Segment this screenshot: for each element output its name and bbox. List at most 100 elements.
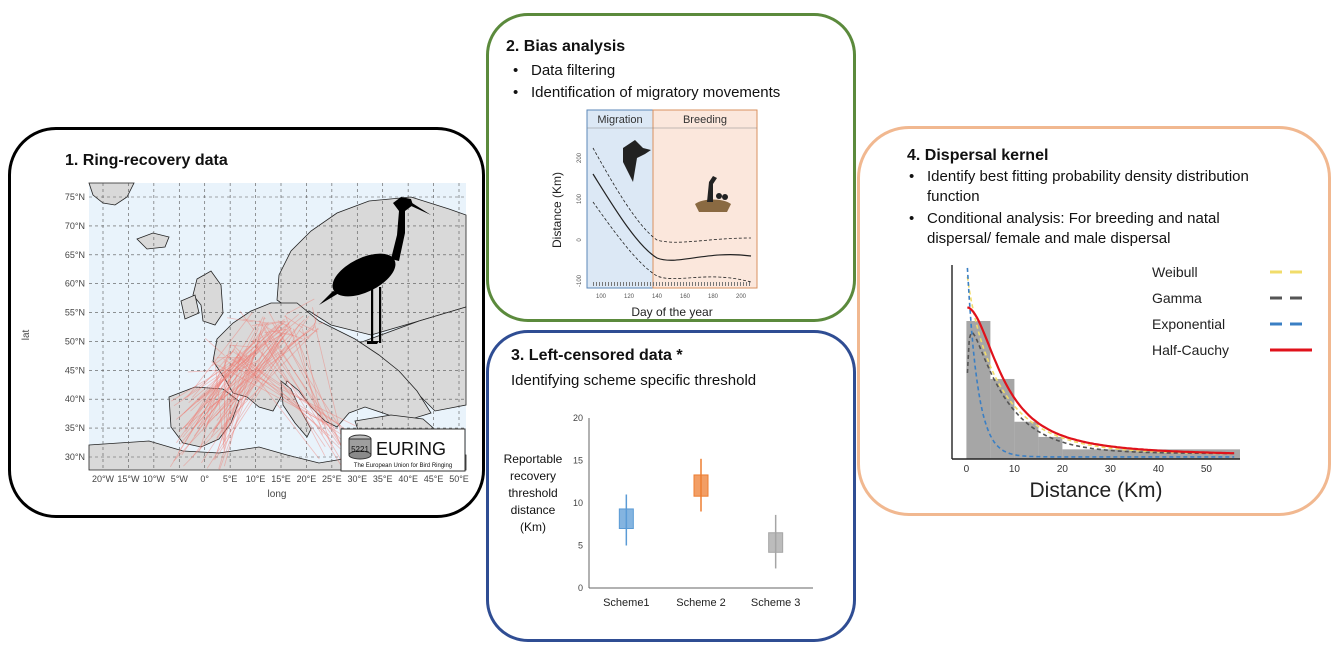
long-tick-label: 35°E	[373, 474, 393, 484]
recovery-track	[285, 315, 333, 449]
recovery-track	[267, 327, 278, 335]
lat-tick-labels: 75°N 70°N 65°N 60°N 55°N 50°N 45°N 40°N 35°N 30°N	[65, 192, 85, 462]
recovery-track	[210, 343, 262, 438]
recovery-track	[260, 351, 344, 443]
recovery-track	[205, 321, 269, 403]
recovery-track	[216, 316, 264, 406]
y-tick-label: 5	[578, 541, 583, 551]
recovery-track	[178, 326, 316, 432]
recovery-track	[196, 334, 281, 429]
recovery-track	[179, 323, 282, 445]
recovery-track	[217, 366, 244, 452]
recovery-track	[274, 330, 295, 337]
recovery-track	[318, 322, 324, 325]
x-axis-label: Day of the year	[631, 305, 712, 319]
recovery-track	[301, 323, 318, 333]
legend-label: Gamma	[1152, 290, 1202, 306]
recovery-track	[232, 355, 248, 374]
ring-number: 5221	[351, 445, 369, 454]
y-tick-label: 0	[578, 583, 583, 593]
recovery-track	[198, 313, 300, 401]
long-tick-label: 40°E	[398, 474, 418, 484]
long-tick-label: 15°E	[271, 474, 291, 484]
x-tick-label: 10	[1009, 464, 1021, 475]
recovery-track	[198, 373, 230, 427]
long-tick-label: 10°E	[246, 474, 266, 484]
recovery-track	[203, 329, 311, 406]
category-label: Scheme 2	[676, 597, 726, 609]
bullet-item: Conditional analysis: For breeding and n…	[909, 210, 1220, 227]
category-label: Scheme1	[603, 597, 649, 609]
long-tick-label: 10°W	[143, 474, 166, 484]
recovery-track	[266, 339, 278, 355]
recovery-track	[212, 321, 291, 433]
recovery-track	[224, 370, 230, 449]
recovery-track	[312, 307, 317, 324]
box-1	[618, 508, 634, 529]
recovery-track	[223, 337, 282, 436]
panel-subtitle: Identifying scheme specific threshold	[511, 372, 757, 389]
recovery-track	[198, 342, 232, 453]
recovery-track	[202, 369, 221, 432]
long-tick-label: 20°E	[297, 474, 317, 484]
recovery-track	[209, 328, 319, 408]
recovery-track	[173, 319, 305, 462]
box-2	[693, 474, 709, 497]
recovery-track	[183, 326, 277, 414]
category-label: Scheme 3	[751, 597, 801, 609]
lat-tick-label: 75°N	[65, 192, 85, 202]
recovery-track	[222, 349, 253, 445]
recovery-track	[298, 342, 323, 435]
recovery-track	[218, 330, 262, 469]
long-tick-label: 0°	[200, 474, 209, 484]
svg-text:200: 200	[736, 294, 747, 300]
italy-shape	[280, 380, 312, 438]
euring-name: EURING	[376, 439, 446, 459]
recovery-track	[179, 338, 258, 418]
recovery-track	[260, 333, 326, 456]
migration-breeding-chart: Migration Breeding 200 100 0 -100 Distan…	[550, 109, 758, 319]
recovery-track	[263, 318, 266, 320]
box-3	[768, 532, 784, 553]
recovery-track	[183, 327, 319, 467]
left-censored-panel: 3. Left-censored data * Identifying sche…	[486, 330, 856, 642]
recovery-track	[252, 321, 280, 326]
recovery-track	[189, 372, 228, 427]
recovery-track	[258, 320, 286, 327]
lat-tick-label: 50°N	[65, 336, 85, 346]
y-tick-label: 15	[573, 456, 583, 466]
lat-tick-label: 70°N	[65, 221, 85, 231]
recovery-track	[214, 356, 225, 452]
bullet-item: Data filtering	[513, 62, 615, 79]
recovery-track	[272, 322, 349, 440]
recovery-track	[204, 338, 225, 356]
histogram-bin	[1014, 421, 1039, 459]
recovery-track	[205, 357, 242, 428]
x-tick-label: 0	[964, 464, 970, 475]
map-graticule	[89, 183, 466, 470]
ring-icon	[348, 434, 372, 460]
migration-label: Migration	[597, 114, 642, 126]
recovery-track	[236, 356, 358, 438]
recovery-track	[206, 322, 301, 469]
recovery-track	[177, 351, 241, 454]
lat-tick-label: 60°N	[65, 279, 85, 289]
bullet-item: Identification of migratory movements	[513, 84, 780, 101]
recovery-track	[187, 370, 217, 373]
x-tick-label: 40	[1153, 464, 1165, 475]
recovery-track	[182, 326, 280, 430]
panel-title: 2. Bias analysis	[506, 38, 626, 55]
recovery-track	[185, 342, 238, 432]
svg-text:180: 180	[708, 294, 719, 300]
bullet-continuation: dispersal/ female and male dispersal	[927, 230, 1171, 247]
svg-text:160: 160	[680, 294, 691, 300]
recovery-track	[206, 327, 292, 424]
trend-curve	[592, 147, 752, 283]
svg-text:100: 100	[577, 193, 583, 204]
recovery-track	[197, 315, 304, 403]
long-tick-label: 5°W	[171, 474, 189, 484]
recovery-track	[234, 360, 259, 372]
euring-logo: 5221 EURING The European Union for Bird …	[340, 428, 466, 472]
recovery-track	[213, 326, 266, 461]
svg-text:0: 0	[577, 238, 583, 242]
